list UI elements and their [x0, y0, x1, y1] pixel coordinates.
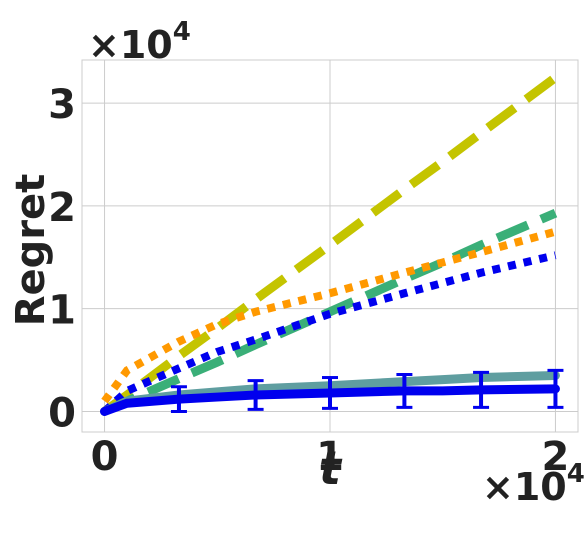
y-offset-exponent: 4: [173, 17, 191, 47]
x-tick-label: 2: [542, 434, 570, 480]
error-bar: [473, 370, 490, 409]
error-bar: [322, 376, 338, 410]
y-axis-label: Regret: [8, 174, 54, 327]
x-axis-label: t: [319, 441, 343, 495]
y-offset-base: ×10: [88, 23, 173, 67]
x-tick-label: 1: [316, 434, 344, 480]
error-bar: [170, 385, 187, 413]
y-tick-label: 1: [48, 288, 76, 334]
x-tick-label: 0: [91, 434, 119, 480]
x-offset: ×104: [482, 459, 585, 509]
series-line: [101, 73, 559, 416]
error-bar: [547, 368, 564, 409]
x-offset-exponent: 4: [567, 459, 585, 489]
y-tick-label: 3: [48, 82, 76, 128]
series-line: [100, 384, 560, 416]
x-offset-base: ×10: [482, 465, 567, 509]
series-line: [101, 251, 557, 415]
y-tick-label: 2: [48, 185, 76, 231]
error-bar: [396, 372, 413, 409]
series-line: [102, 208, 558, 416]
lines: [100, 73, 564, 416]
series-line: [101, 227, 557, 404]
y-tick-label: 0: [48, 390, 76, 436]
error-bar: [247, 379, 264, 411]
y-offset: ×104: [88, 17, 191, 67]
